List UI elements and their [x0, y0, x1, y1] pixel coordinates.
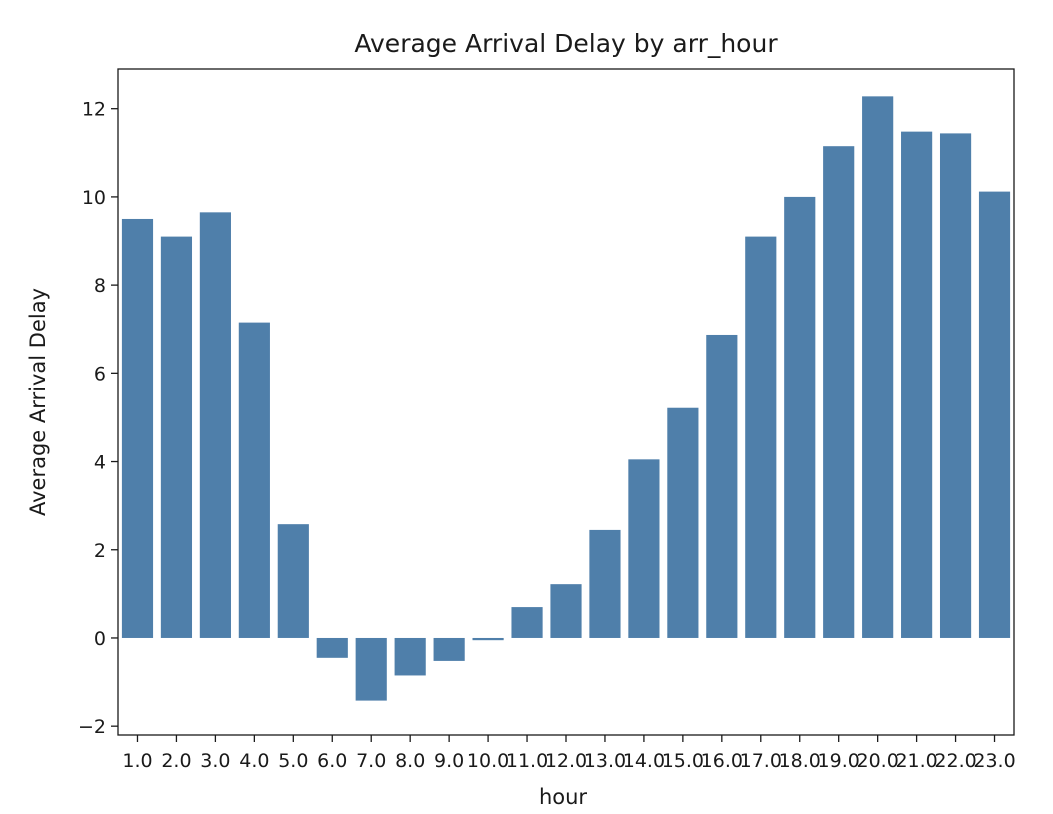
bar-22.0 [939, 133, 972, 638]
bar-12.0 [550, 584, 582, 638]
x-tick-label: 20.0 [856, 750, 898, 772]
x-tick-label: 2.0 [161, 750, 191, 772]
x-axis: 1.0 2.0 3.0 4.0 5.0 6.0 7.0 8.0 9.0 10.011.012.01… [122, 735, 1016, 772]
x-tick-label: 11.0 [506, 750, 548, 772]
x-tick-label: 6.0 [317, 750, 347, 772]
x-tick-label: 4.0 [239, 750, 269, 772]
y-axis: −2 0 2 4 6 8 10 12 [78, 99, 118, 738]
bar-10.0 [472, 637, 504, 641]
bar-8.0 [394, 637, 426, 676]
y-tick-label: 2 [94, 540, 106, 562]
bar-3.0 [199, 212, 231, 638]
x-tick-label: 3.0 [200, 750, 230, 772]
y-axis-label: Average Arrival Delay [26, 288, 50, 516]
x-tick-label: 8.0 [395, 750, 425, 772]
x-tick-label: 22.0 [934, 750, 976, 772]
bar-21.0 [901, 131, 933, 638]
y-tick-label: 0 [94, 628, 106, 650]
bar-23.0 [978, 191, 1011, 638]
bar-18.0 [784, 196, 816, 638]
x-tick-label: 15.0 [662, 750, 704, 772]
x-tick-label: 16.0 [701, 750, 743, 772]
x-tick-label: 21.0 [895, 750, 937, 772]
x-tick-label: 13.0 [584, 750, 626, 772]
bar-19.0 [823, 146, 855, 638]
bar-6.0 [316, 637, 348, 658]
x-tick-label: 1.0 [122, 750, 152, 772]
x-tick-label: 19.0 [818, 750, 860, 772]
y-tick-label: 12 [82, 99, 106, 121]
x-tick-label: 9.0 [434, 750, 464, 772]
x-tick-label: 10.0 [467, 750, 509, 772]
y-tick-label: 8 [94, 275, 106, 297]
bar-7.0 [355, 637, 387, 701]
bar-14.0 [628, 459, 660, 638]
x-tick-label: 12.0 [545, 750, 587, 772]
y-tick-label: −2 [78, 716, 106, 738]
y-tick-label: 6 [94, 363, 106, 385]
bar-2.0 [160, 236, 193, 638]
bar-15.0 [667, 407, 699, 638]
bar-17.0 [745, 236, 777, 638]
bar-13.0 [589, 529, 621, 638]
bar-5.0 [277, 524, 309, 638]
x-tick-label: 7.0 [356, 750, 386, 772]
bar-11.0 [511, 607, 543, 638]
x-tick-label: 14.0 [623, 750, 665, 772]
chart-title: Average Arrival Delay by arr_hour [354, 29, 778, 58]
bar-4.0 [238, 322, 270, 638]
x-tick-label: 5.0 [278, 750, 308, 772]
x-axis-label: hour [539, 785, 587, 809]
x-tick-label: 18.0 [779, 750, 821, 772]
bar-9.0 [433, 637, 465, 661]
x-tick-label: 17.0 [740, 750, 782, 772]
bars-group [121, 96, 1011, 701]
x-tick-label: 23.0 [973, 750, 1015, 772]
bar-20.0 [862, 96, 894, 638]
bar-16.0 [706, 334, 738, 638]
bar-1.0 [121, 218, 154, 638]
y-tick-label: 10 [82, 187, 106, 209]
y-tick-label: 4 [94, 452, 106, 474]
plot-frame [117, 68, 1015, 736]
